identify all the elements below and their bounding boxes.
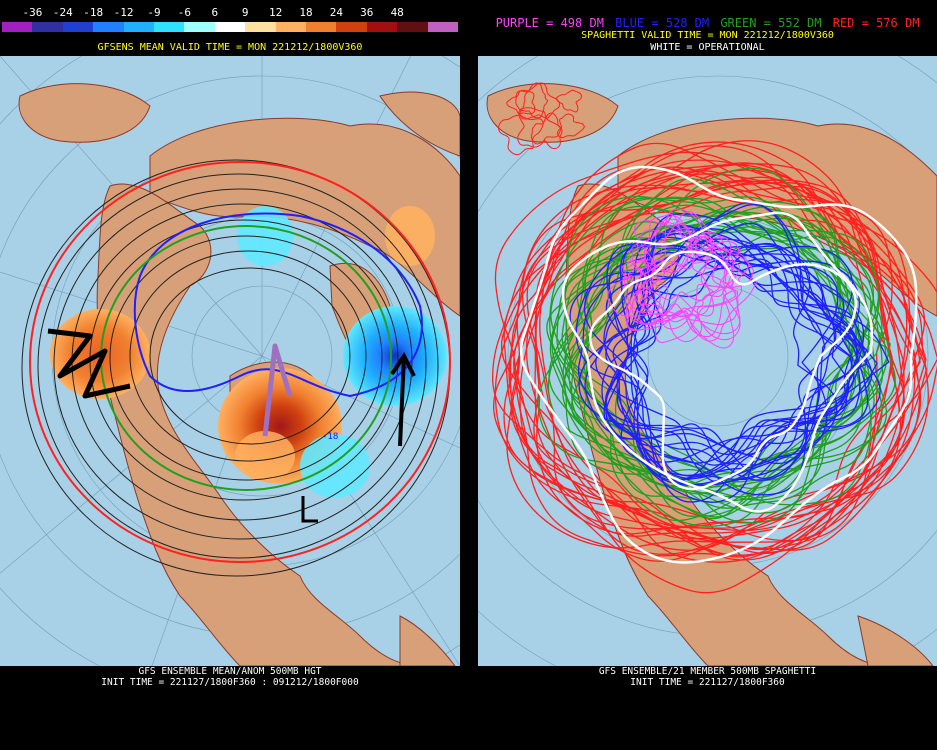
- colorbar-label: 9: [241, 6, 249, 19]
- spaghetti-line: [530, 112, 563, 150]
- spaghetti-line: [517, 107, 563, 148]
- spaghetti-line: [583, 242, 865, 496]
- colorbar-label: 18: [299, 6, 313, 19]
- spaghetti-line: [492, 163, 906, 529]
- colorbar-swatches: [2, 22, 459, 32]
- colorbar-label: -9: [147, 6, 161, 19]
- right-panel-title: SPAGHETTI VALID TIME = MON 221212/1800V3…: [581, 30, 834, 41]
- spaghetti-line: [513, 173, 902, 528]
- colorbar-swatch: [214, 22, 246, 32]
- spaghetti-line: [616, 245, 855, 477]
- colorbar-label: -12: [113, 6, 134, 19]
- colorbar-swatch: [397, 22, 428, 32]
- ensemble-mean-map: -18: [0, 56, 460, 666]
- colorbar-label: -18: [83, 6, 104, 19]
- spaghetti-line: [492, 179, 893, 563]
- spaghetti-line: [639, 236, 739, 342]
- spaghetti-map: [478, 56, 937, 666]
- colorbar-swatch: [32, 22, 63, 32]
- colorbar-label: -24: [52, 6, 73, 19]
- colorbar-label: 6: [211, 6, 219, 19]
- colorbar-swatch: [306, 22, 337, 32]
- spaghetti-line: [621, 223, 715, 317]
- spaghetti-line: [589, 250, 857, 491]
- legend-purple: PURPLE = 498 DM: [495, 16, 604, 30]
- anomaly-colorbar: -36 -24 -18 -12 -9 -6 6 9 12 18 24 36 48: [2, 4, 459, 32]
- left-panel-title: GFSENS MEAN VALID TIME = MON 221212/1800…: [97, 42, 363, 53]
- spaghetti-line: [561, 211, 874, 513]
- blue-contour: [133, 212, 423, 398]
- spaghetti-line: [519, 165, 918, 564]
- spaghetti-line: [626, 211, 758, 331]
- spaghetti-line: [578, 253, 838, 484]
- legend-green: GREEN = 552 DM: [720, 16, 822, 30]
- colorbar-label: 24: [329, 6, 344, 19]
- spaghetti-line: [503, 162, 894, 551]
- negative-anomaly-east: [343, 306, 447, 406]
- red-contour: [29, 161, 451, 563]
- spaghetti-line: [643, 218, 750, 343]
- spaghetti-line: [510, 185, 900, 556]
- anomaly-label: -18: [322, 432, 338, 442]
- spaghetti-line: [607, 227, 737, 317]
- spaghetti-line: [570, 210, 871, 474]
- spaghetti-line: [500, 179, 893, 540]
- colorbar-swatch: [245, 22, 276, 32]
- legend-blue: BLUE = 528 DM: [615, 16, 710, 30]
- spaghetti-line: [519, 82, 561, 120]
- colorbar-label: -6: [177, 6, 192, 19]
- colorbar-swatch: [184, 22, 215, 32]
- right-footer-line2: INIT TIME = 221127/1800F360: [630, 677, 785, 688]
- colorbar-swatch: [336, 22, 367, 32]
- panel-divider: [460, 0, 478, 750]
- colorbar-swatch: [62, 22, 94, 32]
- purple-arrow: [262, 343, 293, 437]
- hand-drawn-annotations: [47, 328, 416, 523]
- spaghetti-line: [563, 196, 870, 488]
- colorbar-label: 48: [390, 6, 404, 19]
- spaghetti-line: [631, 213, 735, 325]
- colorbar-swatch: [154, 22, 185, 32]
- left-footer-line2: INIT TIME = 221127/1800F360 : 091212/180…: [101, 677, 359, 688]
- spaghetti-line: [612, 213, 869, 464]
- right-footer-line1: GFS ENSEMBLE/21 MEMBER 500MB SPAGHETTI: [598, 666, 817, 677]
- spaghetti-line: [555, 89, 583, 113]
- spaghetti-line: [562, 211, 864, 483]
- spaghetti-legend: PURPLE = 498 DM BLUE = 528 DM GREEN = 55…: [478, 16, 937, 30]
- spaghetti-line: [652, 222, 740, 330]
- spaghetti-line: [535, 159, 927, 535]
- black-arrow: [390, 352, 416, 447]
- colorbar-label: -36: [22, 6, 43, 19]
- operational-label: WHITE = OPERATIONAL: [650, 42, 765, 53]
- ensemble-mean-panel: -36 -24 -18 -12 -9 -6 6 9 12 18 24 36 48 GFSENS MEAN…: [0, 0, 460, 750]
- colorbar-swatch: [275, 22, 307, 32]
- spaghetti-line: [625, 215, 735, 332]
- colorbar-swatch: [366, 22, 398, 32]
- spaghetti-line: [506, 89, 536, 115]
- l-annotation: [301, 496, 318, 523]
- colorbar-swatch: [93, 22, 124, 32]
- spaghetti-panel: PURPLE = 498 DM BLUE = 528 DM GREEN = 55…: [478, 0, 937, 750]
- colorbar-swatch: [123, 22, 155, 32]
- left-footer-line1: GFS ENSEMBLE MEAN/ANOM 500MB HGT: [138, 666, 322, 677]
- colorbar-swatch: [427, 22, 459, 32]
- spaghetti-line: [519, 166, 922, 551]
- colorbar-labels: -36 -24 -18 -12 -9 -6 6 9 12 18 24 36 48: [2, 4, 458, 20]
- spaghetti-line: [515, 82, 549, 119]
- colorbar-swatch: [2, 22, 33, 32]
- spaghetti-line: [509, 142, 929, 562]
- spaghetti-line: [546, 210, 857, 514]
- colorbar-label: 12: [268, 6, 283, 19]
- spaghetti-line: [494, 140, 916, 551]
- legend-red: RED = 576 DM: [832, 16, 920, 30]
- spaghetti-line: [551, 167, 872, 506]
- spaghetti-line: [605, 255, 868, 481]
- spaghetti-contours: [492, 82, 937, 594]
- colorbar-label: 36: [360, 6, 374, 19]
- spaghetti-line: [498, 114, 544, 156]
